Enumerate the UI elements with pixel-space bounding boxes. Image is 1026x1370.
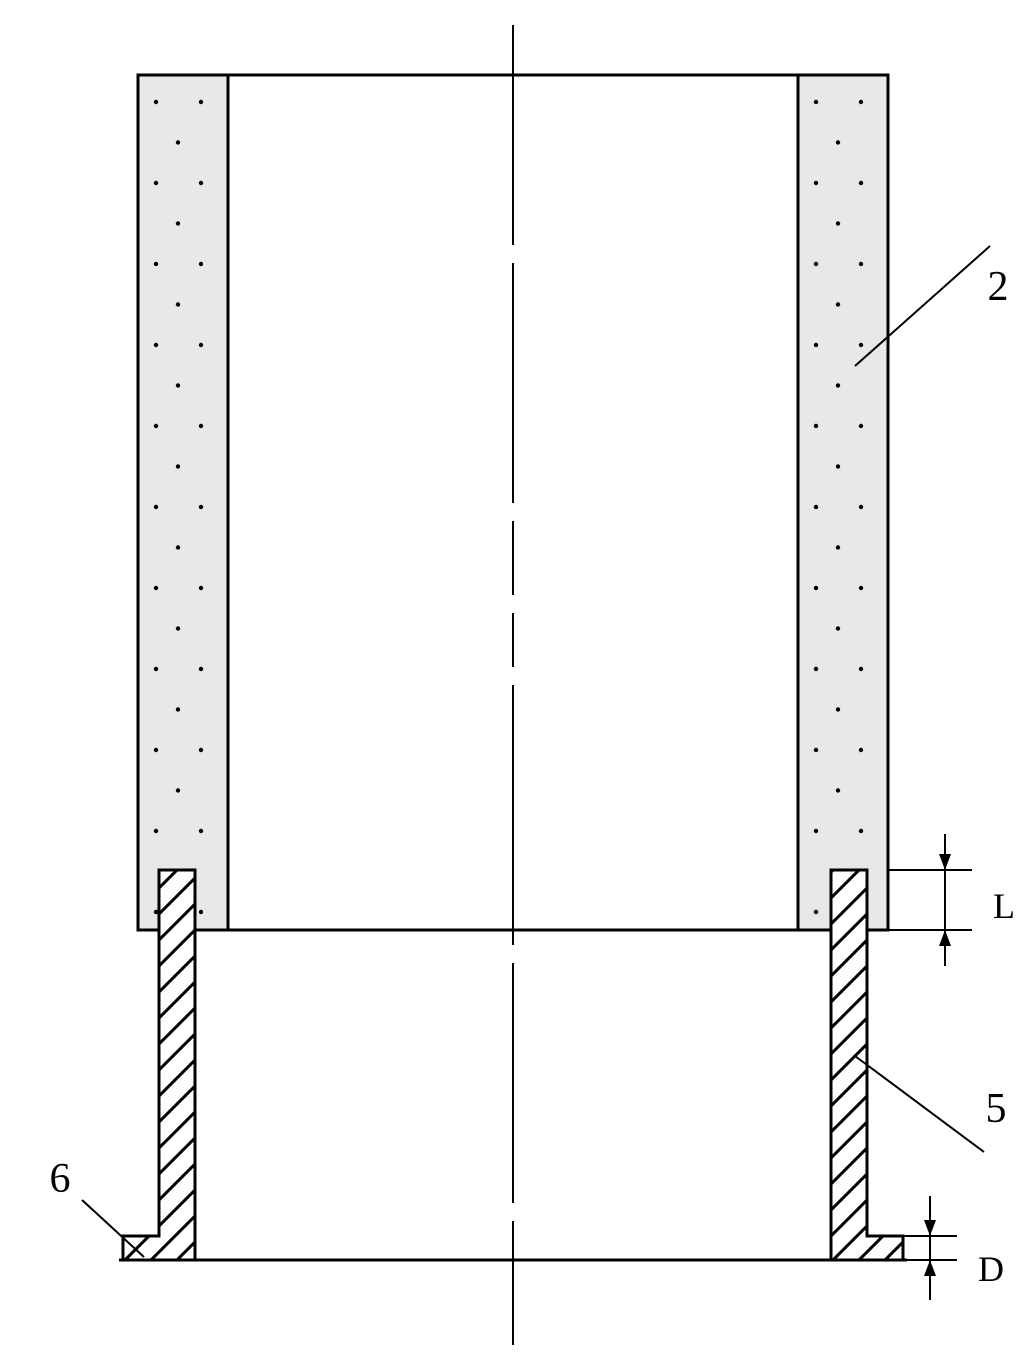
ref-2-label: 2 (988, 264, 1009, 310)
ref-6-label: 6 (50, 1156, 71, 1202)
dimension-marks: LD (888, 834, 1015, 1300)
dim-l-label: L (993, 886, 1015, 926)
diagram-root: LD 256 (0, 0, 1026, 1370)
dim-d-label: D (978, 1249, 1004, 1289)
ref-5-label: 5 (986, 1086, 1007, 1132)
